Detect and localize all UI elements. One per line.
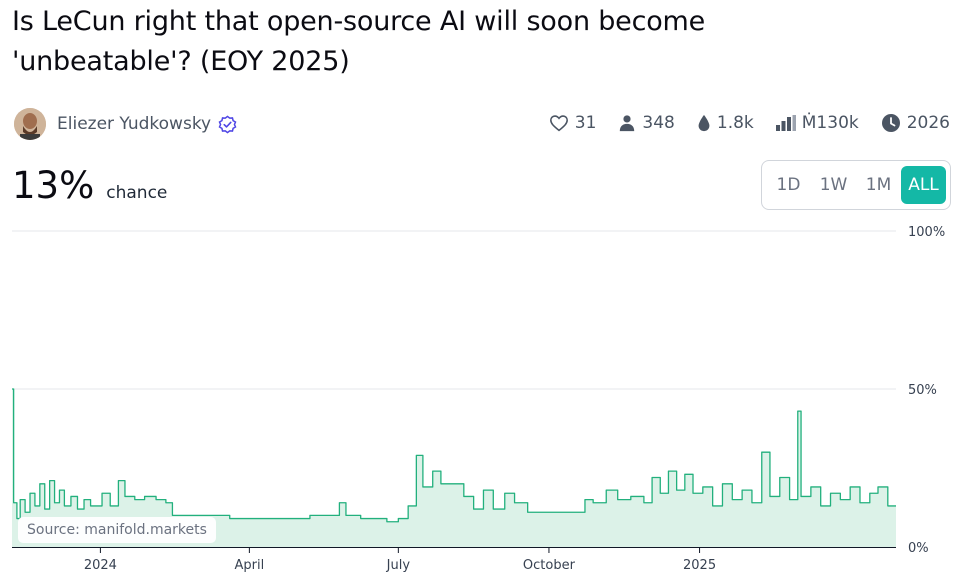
avatar[interactable] <box>14 108 46 140</box>
liquidity-amount: 1.8k <box>716 113 754 133</box>
author-row: Eliezer Yudkowsky <box>14 106 237 142</box>
x-tick-label: 2024 <box>84 558 117 573</box>
time-range-selector: 1D 1W 1M ALL <box>761 160 951 210</box>
range-1w-button[interactable]: 1W <box>819 175 848 195</box>
traders-stat[interactable]: 348 <box>618 113 675 133</box>
probability-value: 13% <box>12 164 95 207</box>
x-tick-label: April <box>235 558 265 573</box>
volume-stat[interactable]: Ṁ130k <box>775 113 859 133</box>
bar-chart-icon <box>775 115 796 131</box>
user-icon <box>620 115 635 132</box>
heart-icon <box>549 115 568 132</box>
range-all-button[interactable]: ALL <box>901 166 946 204</box>
probability-chart[interactable]: 100% 50% 0% 2024 April July October 2025 <box>0 215 970 586</box>
likes-count: 31 <box>574 113 597 133</box>
verified-badge-icon <box>218 114 237 134</box>
probability-label: chance <box>106 183 168 203</box>
x-tick-label: October <box>523 558 576 573</box>
x-tick-label: 2025 <box>683 558 716 573</box>
likes-stat[interactable]: 31 <box>549 113 597 133</box>
market-title: Is LeCun right that open-source AI will … <box>12 6 706 77</box>
clock-icon <box>881 114 900 132</box>
probability-display: 13% chance <box>12 164 167 207</box>
droplet-icon <box>698 114 710 132</box>
probability-line <box>12 388 896 523</box>
market-stats: 31 348 1.8k Ṁ130k 2026 <box>527 110 950 136</box>
close-date-stat[interactable]: 2026 <box>881 113 950 133</box>
range-1m-button[interactable]: 1M <box>865 175 892 195</box>
volume-amount: Ṁ130k <box>801 113 859 133</box>
traders-count: 348 <box>642 113 675 133</box>
range-1d-button[interactable]: 1D <box>776 175 801 195</box>
y-tick-label: 100% <box>908 225 945 240</box>
probability-area <box>12 389 896 547</box>
author-name[interactable]: Eliezer Yudkowsky <box>57 114 212 134</box>
y-tick-label: 0% <box>908 541 929 556</box>
x-tick-label: July <box>386 558 411 573</box>
source-badge: Source: manifold.markets <box>18 517 216 543</box>
close-year: 2026 <box>906 113 950 133</box>
liquidity-stat[interactable]: 1.8k <box>697 113 754 133</box>
y-tick-label: 50% <box>908 383 937 398</box>
